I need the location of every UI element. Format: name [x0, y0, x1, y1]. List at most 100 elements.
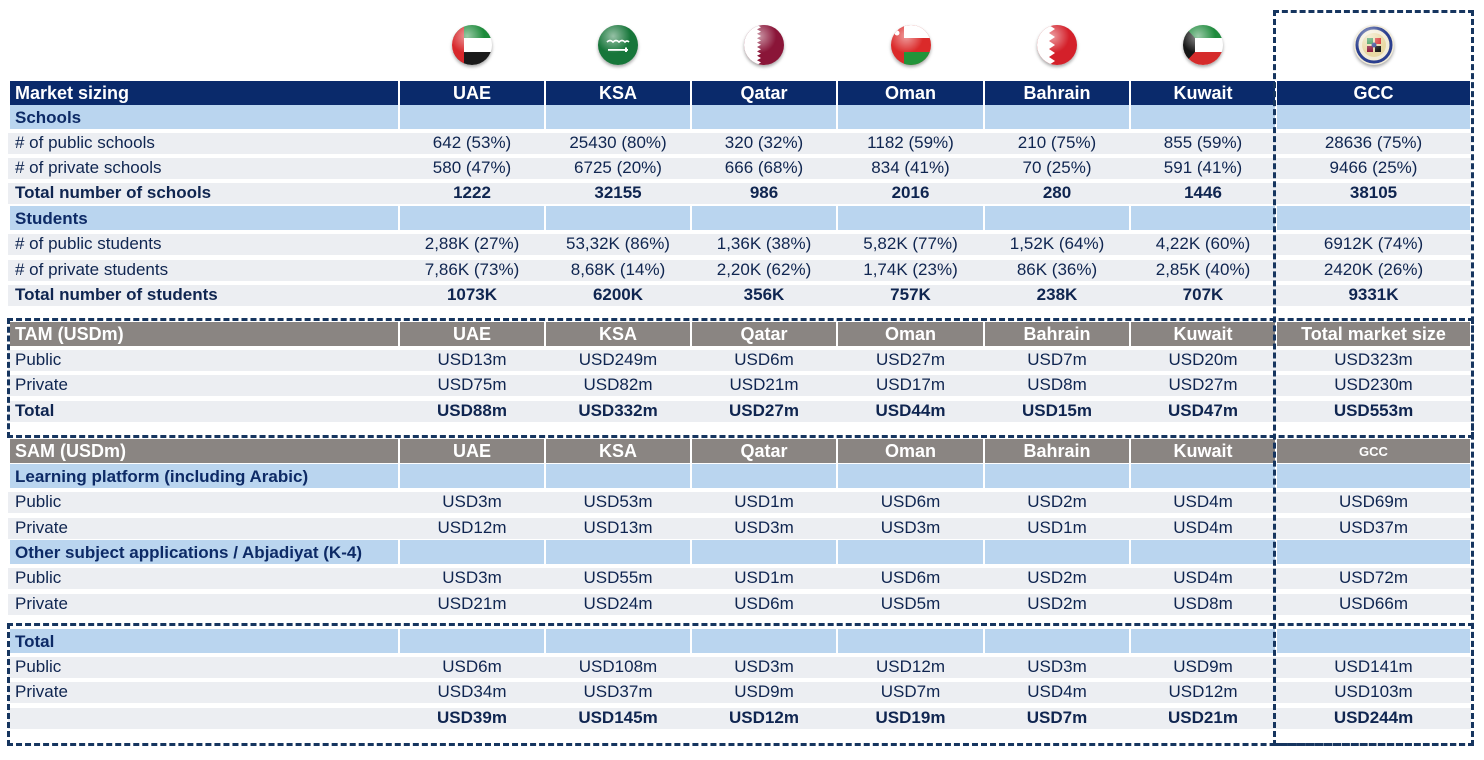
section-header: Students — [10, 206, 398, 230]
table-cell: 70 (25%) — [985, 155, 1129, 179]
table-cell: USD72m — [1277, 565, 1470, 589]
table-cell: USD44m — [838, 398, 983, 422]
table-cell: 2,88K (27%) — [400, 231, 544, 255]
table-cell: USD21m — [692, 372, 836, 396]
table-cell: USD3m — [400, 489, 544, 513]
table-cell: 707K — [1131, 282, 1275, 306]
section-band-cell — [985, 464, 1129, 488]
section-band-cell — [985, 629, 1129, 653]
column-header-0: UAE — [400, 322, 544, 346]
table-cell: USD15m — [985, 398, 1129, 422]
table-cell: USD3m — [400, 565, 544, 589]
table-cell: 38105 — [1277, 180, 1470, 204]
table-cell: 6725 (20%) — [546, 155, 690, 179]
table-cell: 6912K (74%) — [1277, 231, 1470, 255]
section-band-cell — [400, 105, 544, 129]
table-cell: 834 (41%) — [838, 155, 983, 179]
table-cell: USD37m — [546, 679, 690, 703]
section-header: Other subject applications / Abjadiyat (… — [10, 540, 398, 564]
section-band-cell — [692, 540, 836, 564]
row-label: # of private students — [10, 257, 398, 281]
column-header-2: Qatar — [692, 81, 836, 105]
row-label: Private — [10, 679, 398, 703]
table-cell: USD13m — [400, 347, 544, 371]
row-label: Public — [10, 565, 398, 589]
table-cell: USD249m — [546, 347, 690, 371]
row-label: Total — [10, 398, 398, 422]
table-cell: 1073K — [400, 282, 544, 306]
table-cell: 4,22K (60%) — [1131, 231, 1275, 255]
row-label: Private — [10, 591, 398, 615]
column-header-6: Total market size — [1277, 322, 1470, 346]
table-cell: USD4m — [1131, 565, 1275, 589]
section-band-cell — [985, 105, 1129, 129]
table-cell: USD34m — [400, 679, 544, 703]
section-band-cell — [546, 105, 690, 129]
table-cell: USD27m — [692, 398, 836, 422]
table-cell: USD103m — [1277, 679, 1470, 703]
section-band-cell — [546, 464, 690, 488]
table-cell: 9466 (25%) — [1277, 155, 1470, 179]
table-cell: 580 (47%) — [400, 155, 544, 179]
section-band-cell — [1131, 105, 1275, 129]
table-cell: USD6m — [400, 654, 544, 678]
table-cell: USD244m — [1277, 705, 1470, 729]
table-cell: USD88m — [400, 398, 544, 422]
table-cell: 210 (75%) — [985, 130, 1129, 154]
table-cell: USD5m — [838, 591, 983, 615]
section-band-cell — [838, 105, 983, 129]
table-cell: 25430 (80%) — [546, 130, 690, 154]
column-header-1: KSA — [546, 439, 690, 463]
table-cell: USD4m — [1131, 489, 1275, 513]
table-cell: USD3m — [838, 515, 983, 539]
section-band-cell — [838, 206, 983, 230]
table-cell: USD53m — [546, 489, 690, 513]
section-band-cell — [546, 629, 690, 653]
table-cell: USD24m — [546, 591, 690, 615]
table-cell: USD27m — [1131, 372, 1275, 396]
table-cell: USD1m — [692, 489, 836, 513]
table-cell: 1,74K (23%) — [838, 257, 983, 281]
table-cell: USD1m — [985, 515, 1129, 539]
column-header-3: Oman — [838, 439, 983, 463]
table-cell: 86K (36%) — [985, 257, 1129, 281]
table-cell: USD21m — [400, 591, 544, 615]
table-cell: USD332m — [546, 398, 690, 422]
table-cell: USD3m — [692, 515, 836, 539]
section-band-cell — [985, 540, 1129, 564]
table-cell: USD145m — [546, 705, 690, 729]
table-cell: USD12m — [1131, 679, 1275, 703]
table-cell: 2420K (26%) — [1277, 257, 1470, 281]
column-header-0: UAE — [400, 81, 544, 105]
section-band-cell — [1277, 540, 1470, 564]
row-label: Public — [10, 489, 398, 513]
table-cell: USD108m — [546, 654, 690, 678]
section-band-cell — [1131, 206, 1275, 230]
row-label — [10, 705, 398, 729]
table-cell: USD9m — [692, 679, 836, 703]
row-label: Public — [10, 347, 398, 371]
row-label: Private — [10, 515, 398, 539]
header-label: TAM (USDm) — [10, 322, 398, 346]
column-header-5: Kuwait — [1131, 81, 1275, 105]
table-cell: USD19m — [838, 705, 983, 729]
table-cell: 32155 — [546, 180, 690, 204]
table-cell: USD75m — [400, 372, 544, 396]
section-band-cell — [1131, 540, 1275, 564]
table-cell: 6200K — [546, 282, 690, 306]
table-cell: USD12m — [692, 705, 836, 729]
table-cell: USD39m — [400, 705, 544, 729]
table-cell: USD12m — [838, 654, 983, 678]
section-band-cell — [1131, 629, 1275, 653]
table-cell: 642 (53%) — [400, 130, 544, 154]
section-band-cell — [546, 206, 690, 230]
table-cell: 1182 (59%) — [838, 130, 983, 154]
section-band-cell — [838, 629, 983, 653]
column-header-4: Bahrain — [985, 81, 1129, 105]
column-header-1: KSA — [546, 81, 690, 105]
table-cell: 356K — [692, 282, 836, 306]
header-label: Market sizing — [10, 81, 398, 105]
section-band-cell — [1277, 464, 1470, 488]
section-band-cell — [1277, 629, 1470, 653]
